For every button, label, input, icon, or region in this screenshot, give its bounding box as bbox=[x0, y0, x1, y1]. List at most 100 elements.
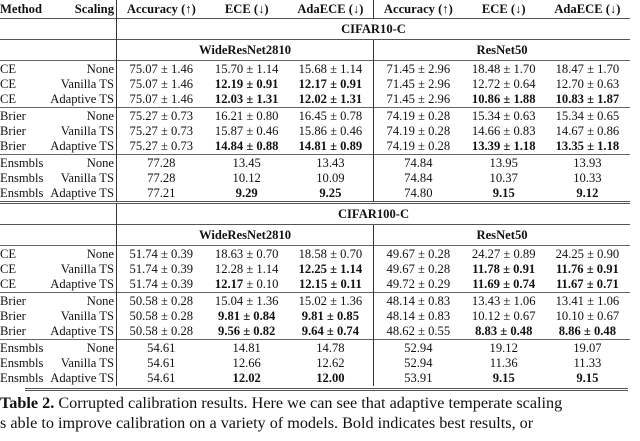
value-cell: 10.12 bbox=[232, 171, 261, 185]
value-cell: 75.07 ± 1.46 bbox=[115, 60, 206, 77]
value-cell: 12.02 bbox=[232, 371, 261, 385]
scaling-cell: Vanilla TS bbox=[60, 171, 114, 185]
dataset-name: CIFAR100-C bbox=[116, 201, 630, 225]
value-cell: 51.74 ± 0.39 bbox=[115, 262, 206, 277]
table-row: CE None 51.74 ± 0.39 18.63 ± 0.70 18.58 ± 0.… bbox=[0, 245, 630, 262]
value-cell: 12.17 ± 0.10 bbox=[206, 277, 288, 293]
value-cell: 13.43 bbox=[287, 154, 374, 171]
value-cell: 75.07 ± 1.46 bbox=[115, 92, 206, 108]
value-cell: 18.58 ± 0.70 bbox=[287, 245, 374, 262]
method-cell: Ensmbls bbox=[0, 186, 44, 200]
value-cell: 71.45 ± 2.96 bbox=[373, 60, 463, 77]
header-col: AdaECE (↓) bbox=[554, 2, 621, 16]
value-cell: 71.45 ± 2.96 bbox=[373, 77, 463, 92]
value-cell: 12.15 ± 0.11 bbox=[298, 277, 362, 291]
value-cell: 18.48 ± 1.70 bbox=[462, 60, 545, 77]
value-cell: 10.09 bbox=[316, 171, 345, 185]
value-cell: 18.63 ± 0.70 bbox=[205, 245, 288, 262]
header-scaling: Scaling bbox=[74, 2, 114, 16]
header-col: Accuracy (↑) bbox=[115, 0, 206, 19]
value-cell: 11.33 bbox=[573, 356, 602, 370]
table-row: Ensmbls Vanilla TS 77.28 10.12 10.09 74.84 10.… bbox=[0, 171, 630, 186]
method-cell: Brier bbox=[0, 107, 46, 124]
table-row: Brier Adaptive TS 75.27 ± 0.73 14.84 ± 0.88… bbox=[0, 139, 630, 155]
table-caption: Table 2. Corrupted calibration results. … bbox=[0, 393, 640, 433]
value-cell: 8.86 ± 0.48 bbox=[558, 324, 617, 338]
value-cell: 74.84 bbox=[373, 171, 463, 186]
value-cell: 77.28 bbox=[115, 171, 206, 186]
table-row: CE Vanilla TS 51.74 ± 0.39 12.28 ± 1.14 12.2… bbox=[0, 262, 630, 277]
value-cell: 54.61 bbox=[115, 339, 206, 356]
header-col: ECE (↓) bbox=[481, 2, 526, 16]
value-cell: 74.19 ± 0.28 bbox=[373, 139, 463, 155]
value-cell: 74.84 bbox=[373, 154, 463, 171]
value-cell: 50.58 ± 0.28 bbox=[115, 309, 206, 324]
value-cell: 49.67 ± 0.28 bbox=[373, 262, 463, 277]
method-cell: Brier bbox=[0, 324, 26, 338]
model-name: WideResNet2810 bbox=[115, 224, 374, 246]
header-col: Accuracy (↑) bbox=[373, 0, 463, 19]
method-cell: CE bbox=[0, 245, 46, 262]
scaling-cell: Adaptive TS bbox=[50, 92, 114, 106]
value-cell: 48.62 ± 0.55 bbox=[373, 324, 463, 340]
value-cell: 9.12 bbox=[576, 186, 599, 200]
value-cell: 16.45 ± 0.78 bbox=[287, 107, 374, 124]
empty-cell bbox=[0, 18, 46, 40]
scaling-cell: Vanilla TS bbox=[60, 356, 114, 370]
value-cell: 15.34 ± 0.63 bbox=[462, 107, 545, 124]
empty-cell bbox=[46, 18, 117, 40]
value-cell: 9.25 bbox=[319, 186, 342, 200]
table-row: Brier Vanilla TS 75.27 ± 0.73 15.87 ± 0.46 1… bbox=[0, 124, 630, 139]
table-row: Ensmbls Vanilla TS 54.61 12.66 12.62 52.94 11.… bbox=[0, 356, 630, 371]
value-cell: 48.14 ± 0.83 bbox=[373, 309, 463, 324]
dataset-row: CIFAR10-C bbox=[0, 18, 630, 40]
scaling-cell: None bbox=[46, 60, 117, 77]
table-row: Ensmbls None 54.61 14.81 14.78 52.94 19.12 19.0… bbox=[0, 339, 630, 356]
value-cell: 15.68 ± 1.14 bbox=[287, 60, 374, 77]
method-cell: Ensmbls bbox=[0, 371, 44, 385]
value-cell: 12.70 ± 0.63 bbox=[555, 77, 620, 91]
value-cell: 74.19 ± 0.28 bbox=[373, 124, 463, 139]
caption-text-2: s able to improve calibration on a varie… bbox=[0, 414, 534, 432]
table-row: Brier Adaptive TS 50.58 ± 0.28 9.56 ± 0.82 9… bbox=[0, 324, 630, 340]
value-cell: 53.91 bbox=[373, 371, 463, 386]
value-cell: 51.74 ± 0.39 bbox=[115, 245, 206, 262]
value-cell: 18.47 ± 1.70 bbox=[544, 60, 630, 77]
header-row: Method Scaling Accuracy (↑) ECE (↓) AdaECE (… bbox=[0, 0, 630, 19]
table-row: CE Adaptive TS 75.07 ± 1.46 12.03 ± 1.31 12.… bbox=[0, 92, 630, 108]
method-cell: Ensmbls bbox=[0, 171, 44, 185]
empty-cell bbox=[46, 201, 117, 225]
value-cell: 9.64 ± 0.74 bbox=[301, 324, 360, 338]
scaling-cell: Vanilla TS bbox=[60, 77, 114, 91]
method-cell: CE bbox=[0, 60, 46, 77]
value-cell: 54.61 bbox=[115, 356, 206, 371]
caption-text-1: Corrupted calibration results. Here we c… bbox=[54, 394, 563, 412]
value-cell: 10.83 ± 1.87 bbox=[555, 92, 620, 106]
dataset-name: CIFAR10-C bbox=[116, 18, 630, 40]
scaling-cell: None bbox=[46, 292, 117, 309]
value-cell: 12.03 ± 1.31 bbox=[214, 92, 279, 106]
value-cell: 52.94 bbox=[373, 356, 463, 371]
value-cell: 13.93 bbox=[544, 154, 630, 171]
value-cell: 48.14 ± 0.83 bbox=[373, 292, 463, 309]
value-cell: 12.02 ± 1.31 bbox=[298, 92, 363, 106]
value-cell: 13.35 ± 1.18 bbox=[555, 139, 620, 153]
table-row: Brier Vanilla TS 50.58 ± 0.28 9.81 ± 0.84 9.… bbox=[0, 309, 630, 324]
value-cell: 74.80 bbox=[373, 186, 463, 203]
value-cell: 12.17 ± 0.91 bbox=[298, 77, 363, 91]
method-cell: Brier bbox=[0, 292, 46, 309]
scaling-cell: None bbox=[46, 339, 117, 356]
value-cell: 13.43 ± 1.06 bbox=[462, 292, 545, 309]
value-cell: 15.86 ± 0.46 bbox=[298, 124, 363, 138]
empty-cell bbox=[0, 39, 46, 61]
method-cell: CE bbox=[0, 77, 17, 91]
value-cell: 14.81 bbox=[205, 339, 288, 356]
value-cell: 12.25 ± 1.14 bbox=[298, 262, 363, 276]
table-row: Brier None 50.58 ± 0.28 15.04 ± 1.36 15.02 ±… bbox=[0, 292, 630, 309]
caption-label: Table 2. bbox=[0, 394, 55, 412]
value-cell: 19.07 bbox=[544, 339, 630, 356]
method-cell: Ensmbls bbox=[0, 356, 44, 370]
value-cell: 12.72 ± 0.64 bbox=[471, 77, 536, 91]
model-name: WideResNet2810 bbox=[115, 39, 374, 61]
value-cell: 49.67 ± 0.28 bbox=[373, 245, 463, 262]
